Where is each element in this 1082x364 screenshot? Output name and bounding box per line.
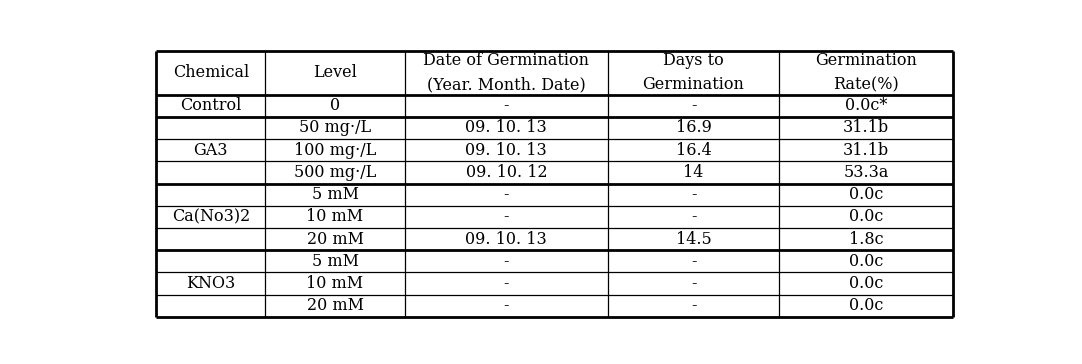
Text: -: - (503, 297, 509, 314)
Text: 09. 10. 13: 09. 10. 13 (465, 142, 547, 159)
Text: 53.3a: 53.3a (843, 164, 888, 181)
Text: -: - (690, 97, 697, 114)
Text: 31.1b: 31.1b (843, 119, 889, 136)
Text: 50 mg·/L: 50 mg·/L (299, 119, 371, 136)
Text: 16.4: 16.4 (675, 142, 711, 159)
Text: -: - (503, 209, 509, 225)
Text: 100 mg·/L: 100 mg·/L (294, 142, 377, 159)
Text: 5 mM: 5 mM (312, 253, 358, 270)
Text: -: - (503, 253, 509, 270)
Text: -: - (690, 186, 697, 203)
Text: 0.0c: 0.0c (848, 253, 883, 270)
Text: Level: Level (313, 64, 357, 81)
Text: 09. 10. 12: 09. 10. 12 (465, 164, 547, 181)
Text: KNO3: KNO3 (186, 275, 236, 292)
Text: 0.0c: 0.0c (848, 275, 883, 292)
Text: -: - (503, 97, 509, 114)
Text: 0.0c*: 0.0c* (845, 97, 887, 114)
Text: 500 mg·/L: 500 mg·/L (294, 164, 377, 181)
Text: 14.5: 14.5 (675, 231, 711, 248)
Text: -: - (690, 297, 697, 314)
Text: 10 mM: 10 mM (306, 275, 364, 292)
Text: 20 mM: 20 mM (306, 297, 364, 314)
Text: -: - (690, 275, 697, 292)
Text: Control: Control (180, 97, 241, 114)
Text: 5 mM: 5 mM (312, 186, 358, 203)
Text: -: - (503, 275, 509, 292)
Text: 31.1b: 31.1b (843, 142, 889, 159)
Text: 09. 10. 13: 09. 10. 13 (465, 231, 547, 248)
Text: 20 mM: 20 mM (306, 231, 364, 248)
Text: 0.0c: 0.0c (848, 297, 883, 314)
Text: 0: 0 (330, 97, 340, 114)
Text: Date of Germination
(Year. Month. Date): Date of Germination (Year. Month. Date) (423, 52, 590, 93)
Text: -: - (690, 253, 697, 270)
Text: -: - (690, 209, 697, 225)
Text: 1.8c: 1.8c (848, 231, 883, 248)
Text: GA3: GA3 (194, 142, 228, 159)
Text: Ca(No3)2: Ca(No3)2 (172, 209, 250, 225)
Text: Chemical: Chemical (173, 64, 249, 81)
Text: 0.0c: 0.0c (848, 186, 883, 203)
Text: Days to
Germination: Days to Germination (643, 52, 744, 93)
Text: 0.0c: 0.0c (848, 209, 883, 225)
Text: 14: 14 (684, 164, 703, 181)
Text: -: - (503, 186, 509, 203)
Text: 10 mM: 10 mM (306, 209, 364, 225)
Text: 09. 10. 13: 09. 10. 13 (465, 119, 547, 136)
Text: Germination
Rate(%): Germination Rate(%) (815, 52, 916, 93)
Text: 16.9: 16.9 (675, 119, 712, 136)
